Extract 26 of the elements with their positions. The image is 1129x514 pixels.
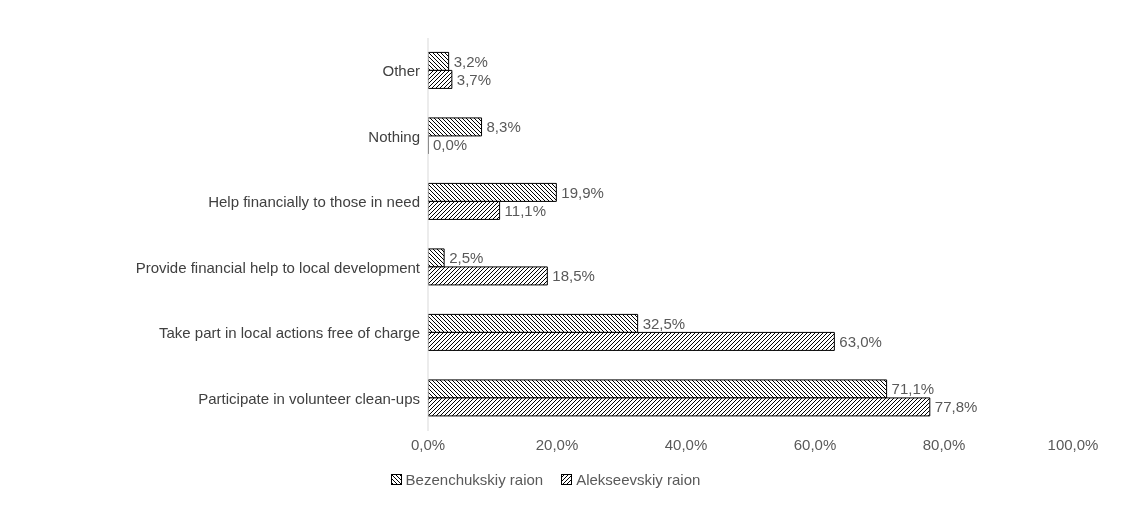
x-tick-label: 20,0%	[535, 435, 579, 453]
y-tick-label: Help financially to those in need	[208, 193, 420, 211]
data-label: 8,3%	[486, 118, 521, 136]
data-label: 2,5%	[449, 249, 484, 267]
data-label: 19,9%	[561, 183, 604, 201]
y-tick-label: Nothing	[368, 127, 420, 145]
x-tick-label: 40,0%	[664, 435, 708, 453]
x-tick-label: 100,0%	[1047, 435, 1099, 453]
legend-label: Alekseevskiy raion	[576, 471, 701, 488]
x-tick-label: 60,0%	[793, 435, 837, 453]
y-tick-label: Participate in volunteer clean-ups	[198, 389, 420, 407]
data-label: 63,0%	[839, 332, 882, 350]
y-tick-label: Take part in local actions free of charge	[159, 324, 420, 342]
data-label: 0,0%	[433, 136, 468, 154]
data-label: 3,2%	[453, 52, 488, 70]
x-tick-label: 80,0%	[922, 435, 966, 453]
data-label: 77,8%	[934, 398, 978, 416]
data-label: 71,1%	[891, 380, 935, 398]
data-label: 3,7%	[456, 70, 492, 88]
x-tick-label: 0,0%	[410, 435, 446, 453]
y-tick-label: Other	[382, 62, 420, 80]
data-label: 11,1%	[504, 201, 547, 219]
data-label: 18,5%	[552, 267, 595, 285]
legend-label: Bezenchukskiy raion	[405, 471, 544, 488]
data-label: 32,5%	[642, 314, 686, 332]
y-tick-label: Provide financial help to local development	[135, 258, 421, 276]
